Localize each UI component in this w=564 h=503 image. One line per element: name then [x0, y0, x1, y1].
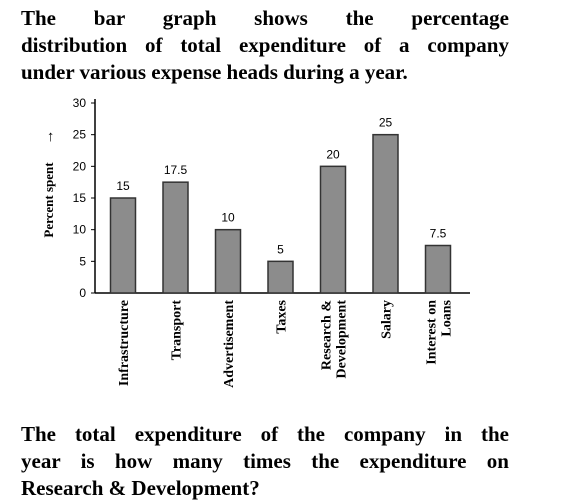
question-prompt-line: year is how many times the expenditure o…: [21, 449, 509, 473]
y-tick-label: 5: [79, 254, 86, 268]
bar: [109, 197, 137, 294]
x-tick-label-line: Interest on: [425, 300, 440, 365]
x-tick-label: Transport: [170, 300, 185, 361]
bar: [372, 133, 399, 294]
question-intro-line: under various expense heads during a yea…: [21, 60, 408, 84]
bar: [267, 260, 294, 294]
y-tick-label: 25: [73, 128, 87, 142]
y-axis-label: Percent spent: [41, 162, 56, 238]
bar: [424, 244, 452, 294]
bar: [214, 228, 242, 294]
y-tick-label: 15: [73, 191, 87, 205]
bar: [162, 181, 189, 294]
y-tick-label: 10: [73, 223, 87, 237]
y-axis-arrow: →: [40, 130, 57, 145]
x-tick-label-line: Advertisement: [222, 300, 237, 388]
x-tick-label-line: Salary: [380, 300, 395, 339]
question-prompt: The total expenditure of the company in …: [21, 421, 509, 502]
x-tick-label: Taxes: [275, 299, 290, 333]
x-tick-label-line: Transport: [170, 300, 185, 361]
question-prompt-line: Research & Development?: [21, 476, 260, 500]
question-intro-line: distribution of total expenditure of a c…: [21, 33, 509, 57]
data-label: 15: [116, 179, 130, 193]
x-tick-label: Advertisement: [222, 300, 237, 388]
data-label: 20: [326, 147, 340, 161]
y-tick-label: 0: [79, 286, 86, 300]
x-tick-label-line: Taxes: [275, 299, 290, 333]
data-label: 5: [277, 242, 284, 256]
x-tick-label: Research &Development: [320, 300, 350, 379]
x-tick-label: Salary: [380, 300, 395, 339]
x-tick-label-line: Development: [335, 300, 350, 379]
x-tick-label: Infrastructure: [117, 300, 132, 386]
question-prompt-line: The total expenditure of the company in …: [21, 422, 509, 446]
question-intro-line: The bar graph shows the percentage: [21, 6, 509, 30]
bar: [319, 165, 347, 294]
data-label: 7.5: [430, 227, 447, 241]
x-tick-label-line: Loans: [440, 299, 455, 336]
y-tick-label: 20: [73, 159, 87, 173]
bar-chart: 0 5 10 15 20 25 30 Percent spent → 15 Infrastructu…: [40, 96, 470, 388]
x-tick-label: Interest onLoans: [425, 299, 455, 364]
x-tick-label-line: Infrastructure: [117, 300, 132, 386]
y-tick-label: 30: [73, 96, 87, 110]
question-intro: The bar graph shows the percentage distr…: [21, 5, 509, 86]
data-label: 17.5: [164, 163, 188, 177]
data-label: 10: [221, 211, 235, 225]
x-tick-label-line: Research &: [320, 300, 335, 370]
data-label: 25: [379, 116, 393, 130]
